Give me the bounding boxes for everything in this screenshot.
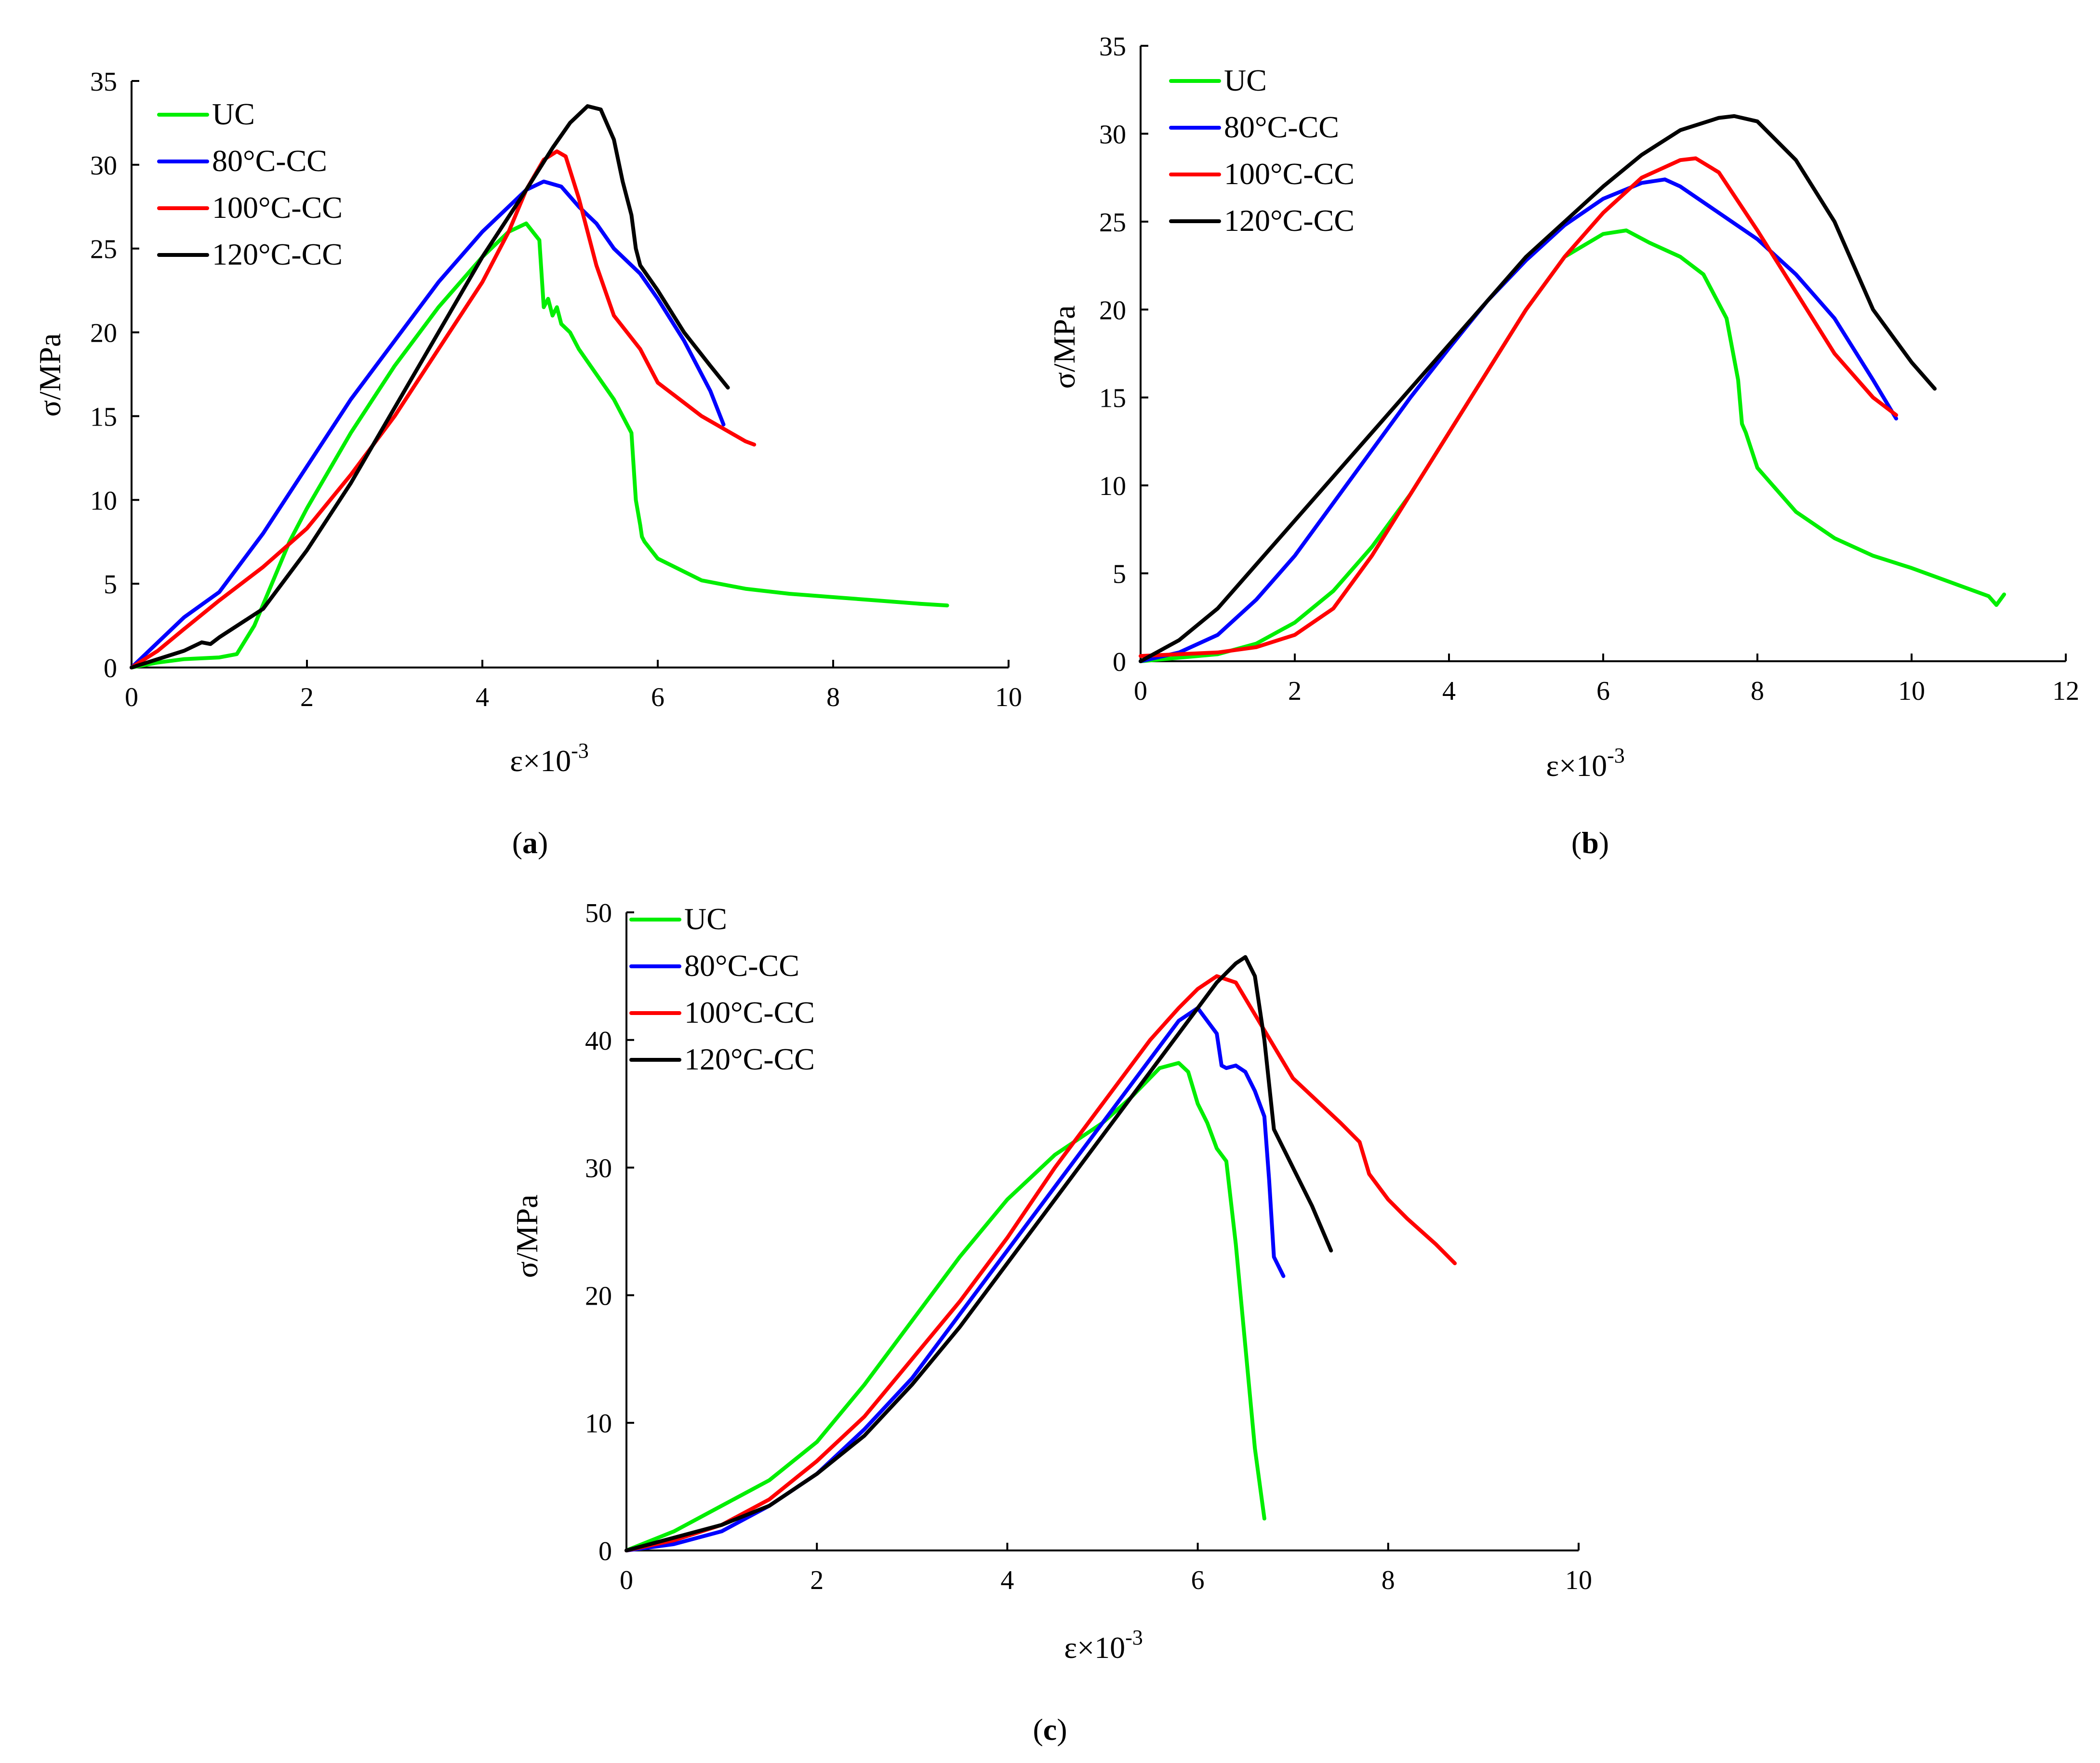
panel-a-legend-label-80-c-cc: 80°C-CC (212, 144, 327, 178)
panel-c-xlabel-base: ε×10 (1064, 1630, 1125, 1665)
caption-b-letter: b (1582, 826, 1599, 860)
panel-a-ytick-label: 20 (90, 319, 117, 348)
panel-b-ytick-label: 10 (1099, 471, 1126, 501)
panel-a-ytick-label: 15 (90, 402, 117, 432)
panel-c-xtick-label: 8 (1382, 1565, 1395, 1595)
panel-c-legend-label-100-c-cc: 100°C-CC (684, 995, 815, 1029)
chart-panel-b: 0 2 4 6 8 10 12 0 5 10 15 20 25 30 35 UC 80°C-CC 100°C-CC… (1047, 32, 2079, 860)
panel-b-legend-label-100-c-cc: 100°C-CC (1224, 157, 1355, 191)
panel-c-ytick-label: 10 (585, 1409, 612, 1439)
panel-b-xtick-label: 12 (2052, 676, 2079, 706)
panel-a-ytick-label: 35 (90, 67, 117, 97)
panel-b-legend-label-80-c-cc: 80°C-CC (1224, 110, 1339, 144)
panel-c-xtick-label: 10 (1565, 1565, 1592, 1595)
panel-b-ytick-label: 30 (1099, 120, 1126, 149)
panel-a-ytick-label: 5 (104, 570, 117, 600)
panel-b-plot-area: 0 2 4 6 8 10 12 0 5 10 15 20 25 30 35 UC 80°C-CC 100°C-CC… (1099, 32, 2079, 706)
panel-b-xtick-label: 8 (1751, 676, 1764, 706)
panel-c-xtick-label: 4 (1000, 1565, 1014, 1595)
panel-b-ytick-label: 15 (1099, 384, 1126, 414)
panel-a-xtick-label: 2 (300, 682, 314, 712)
panel-a-ytick-label: 10 (90, 486, 117, 516)
panel-c-legend-label-120-c-cc: 120°C-CC (684, 1042, 815, 1076)
caption-b: (b) (1571, 826, 1609, 860)
panel-a-ytick-label: 25 (90, 235, 117, 265)
panel-a-series-100-c-cc (130, 149, 757, 669)
panel-b-xtick-label: 0 (1134, 676, 1147, 706)
panel-b-xtick-label: 4 (1442, 676, 1456, 706)
panel-b-xlabel-base: ε×10 (1546, 748, 1607, 783)
panel-b-xtick-label: 6 (1596, 676, 1610, 706)
panel-b-xtick-label: 2 (1288, 676, 1302, 706)
panel-c-ytick-label: 20 (585, 1281, 612, 1311)
panel-c-xtick-label: 6 (1191, 1565, 1205, 1595)
panel-b-ytick-label: 5 (1113, 560, 1126, 589)
panel-a-xtick-label: 10 (995, 682, 1022, 712)
panel-a-ylabel: σ/MPa (33, 333, 67, 416)
panel-a-xtick-label: 4 (476, 682, 489, 712)
panel-a-xlabel: ε×10-3 (510, 739, 589, 778)
panel-a-ytick-label: 0 (104, 654, 117, 683)
panel-c-series-100-c-cc (625, 974, 1457, 1552)
panel-b-xlabel-exponent: -3 (1607, 744, 1625, 767)
panel-b-ytick-label: 20 (1099, 295, 1126, 325)
panel-a-legend-label-100-c-cc: 100°C-CC (212, 190, 343, 225)
chart-panel-c: 0 2 4 6 8 10 0 10 20 30 40 50 UC 80°C-CC 100°C-CC 120°C… (510, 898, 1592, 1747)
panel-c-series-80-c-cc (625, 1006, 1286, 1552)
panel-b-xlabel: ε×10-3 (1546, 744, 1625, 783)
caption-a-letter: a (522, 826, 538, 860)
panel-c-legend-label-80-c-cc: 80°C-CC (684, 948, 799, 983)
panel-c-series-uc (625, 1061, 1266, 1552)
panel-c-series-120-c-cc (625, 955, 1333, 1552)
panel-a-xtick-label: 6 (651, 682, 665, 712)
panel-c-legend-label-uc: UC (684, 902, 727, 936)
panel-b-legend-label-uc: UC (1224, 63, 1267, 97)
caption-a: (a) (512, 826, 548, 860)
panel-c-xtick-label: 2 (810, 1565, 824, 1595)
panel-c-xlabel-exponent: -3 (1125, 1626, 1143, 1649)
panel-b-ylabel: σ/MPa (1047, 305, 1081, 388)
panel-a-xlabel-base: ε×10 (510, 744, 571, 778)
panel-a-series-80-c-cc (130, 179, 726, 669)
caption-c-letter: c (1043, 1712, 1057, 1747)
panel-b-series-120-c-cc (1139, 114, 1937, 663)
panel-a-ytick-label: 30 (90, 151, 117, 181)
panel-c-ytick-label: 40 (585, 1026, 612, 1056)
panel-a-series-120-c-cc (130, 104, 730, 669)
panel-b-series-100-c-cc (1139, 156, 1898, 658)
panel-a-legend-label-120-c-cc: 120°C-CC (212, 237, 343, 271)
panel-b-series-uc (1139, 228, 2006, 663)
panel-a-legend-label-uc: UC (212, 97, 255, 131)
panel-a-xlabel-exponent: -3 (571, 739, 589, 762)
panel-b-ytick-label: 0 (1113, 647, 1126, 677)
panel-b-ytick-label: 35 (1099, 32, 1126, 62)
panel-c-ytick-label: 0 (598, 1536, 612, 1566)
panel-a-xtick-label: 0 (125, 682, 138, 712)
caption-c: (c) (1033, 1712, 1067, 1747)
panel-b-xtick-label: 10 (1898, 676, 1925, 706)
panel-a-xtick-label: 8 (826, 682, 840, 712)
panel-b-ytick-label: 25 (1099, 208, 1126, 238)
panel-a-plot-area: 0 2 4 6 8 10 0 5 10 15 20 25 30 35 UC 80°C-CC 100°C-CC 12… (90, 67, 1022, 712)
panel-b-series-80-c-cc (1139, 177, 1898, 663)
panel-a-series-uc (130, 221, 949, 669)
panel-c-ylabel: σ/MPa (510, 1194, 544, 1278)
panel-c-ytick-label: 50 (585, 898, 612, 928)
panel-c-xlabel: ε×10-3 (1064, 1626, 1143, 1665)
panel-b-legend-label-120-c-cc: 120°C-CC (1224, 203, 1355, 238)
chart-panel-a: 0 2 4 6 8 10 0 5 10 15 20 25 30 35 UC 80°C-CC 100°C-CC 12… (33, 67, 1022, 860)
panel-c-plot-area: 0 2 4 6 8 10 0 10 20 30 40 50 UC 80°C-CC 100°C-CC 120°C… (585, 898, 1592, 1595)
panel-c-xtick-label: 0 (620, 1565, 633, 1595)
panel-c-ytick-label: 30 (585, 1154, 612, 1184)
